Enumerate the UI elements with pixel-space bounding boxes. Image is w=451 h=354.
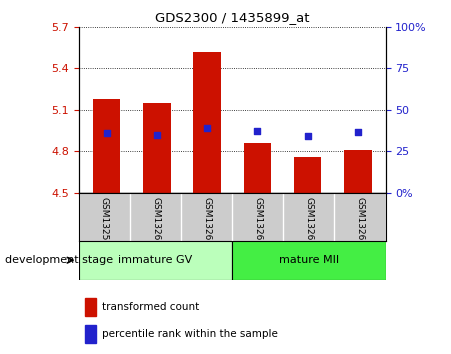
Text: GSM132592: GSM132592 — [100, 197, 109, 251]
Text: GSM132657: GSM132657 — [151, 197, 160, 252]
Bar — [85, 325, 96, 343]
Point — [354, 129, 361, 135]
Bar — [344, 150, 372, 193]
Bar — [193, 52, 221, 193]
Text: GSM132661: GSM132661 — [355, 197, 364, 252]
Text: transformed count: transformed count — [102, 302, 199, 312]
Title: GDS2300 / 1435899_at: GDS2300 / 1435899_at — [155, 11, 309, 24]
Bar — [232, 241, 386, 280]
Text: GSM132658: GSM132658 — [202, 197, 211, 252]
Bar — [143, 103, 171, 193]
Text: percentile rank within the sample: percentile rank within the sample — [102, 329, 278, 339]
Text: GSM132659: GSM132659 — [253, 197, 262, 252]
Point — [254, 128, 261, 133]
Text: GSM132660: GSM132660 — [304, 197, 313, 252]
Point — [153, 132, 161, 138]
Bar — [79, 241, 232, 280]
Text: mature MII: mature MII — [279, 255, 339, 265]
Text: immature GV: immature GV — [119, 255, 193, 265]
Point — [203, 125, 211, 131]
Bar — [244, 143, 271, 193]
Bar — [85, 297, 96, 315]
Bar — [93, 99, 120, 193]
Point — [304, 133, 311, 139]
Point — [103, 131, 110, 136]
Bar — [294, 157, 322, 193]
Text: development stage: development stage — [5, 255, 113, 265]
